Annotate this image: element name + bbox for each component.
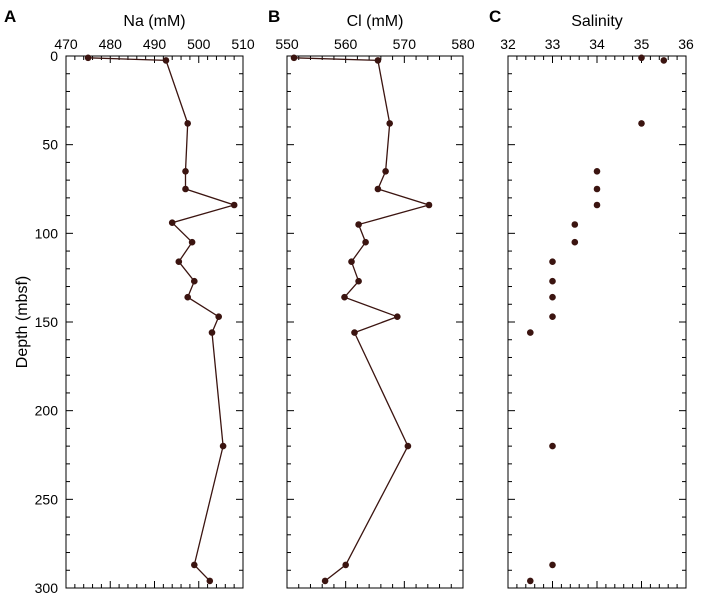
panel-a-data-point [206,577,214,585]
panel-c: C Salinity 32 33 34 35 36 [489,7,694,589]
panel-a-data-point [182,185,189,193]
panel-b-data-point [394,313,401,321]
panel-a-y-tick-label: 250 [35,491,59,507]
panel-c-data-point [549,313,556,321]
panel-b-x-tick-label: 560 [334,36,358,52]
panel-b-data-point [355,277,362,285]
panel-a-data-point [84,54,92,62]
panel-a-data-point [184,120,191,127]
panel-a-data-point [175,258,183,266]
panel-c-data-point [571,221,579,228]
panel-c-x-axis-title: Salinity [571,13,623,30]
panel-c-data-point [549,293,556,301]
panel-b-x-tick-label: 580 [451,36,475,52]
panel-a-x-tick-label: 510 [231,36,255,52]
panel-c-data-point [527,329,534,336]
panel-a-y-tick-label: 200 [35,403,59,419]
panel-c-data-point [549,561,556,569]
panel-c-data-point [593,185,601,193]
panel-a-data-point [191,277,198,285]
panel-a-data-point [188,238,196,246]
panel-c-letter: C [489,7,501,26]
panel-a-data-point [162,57,170,64]
panel-a-data-point [182,168,189,175]
panel-b-data-point [290,54,298,62]
panel-c-data-point [527,577,534,585]
panel-c-x-tick-label: 33 [545,36,561,52]
panel-a-y-tick-label: 100 [35,225,59,241]
panel-b-x-tick-label: 570 [393,36,417,52]
panel-b-data-point [351,329,358,336]
panel-c-data-point [638,54,645,62]
panel-b-data-point [374,185,382,193]
panel-b-data-point [404,442,412,450]
panel-a-x-tick-label: 490 [143,36,167,52]
panel-b-data-point [341,293,348,301]
panel-b-x-tick-label: 550 [275,36,299,52]
panel-a-y-tick-label: 150 [35,314,59,330]
panel-a-x-tick-label: 500 [187,36,211,52]
panel-a-data-point [230,201,238,209]
panel-a-x-axis-title: Na (mM) [123,13,185,30]
panel-c-data-point [593,168,601,175]
panel-b-data-point [425,201,433,209]
panel-a-y-tick-label: 300 [35,580,59,596]
panel-b-data-point [321,577,329,585]
panel-a-data-point [219,442,227,450]
panel-c-data-point [660,57,668,64]
y-axis-label: Depth (mbsf) [14,276,31,368]
panel-a-profile-line [88,57,237,582]
panel-b-x-axis-title: Cl (mM) [347,13,404,30]
panel-a-letter: A [4,7,16,26]
panel-c-frame [507,55,687,589]
panel-b-data-point [374,57,382,64]
panel-b-data-point [386,120,394,127]
panel-c-data-point [638,120,645,127]
panel-c-x-tick-label: 32 [500,36,516,52]
panel-a: A Na (mM) 470 480 490 500 510 0 50 100 150 200 250 30… [4,7,255,596]
panel-b-data-point [355,221,362,228]
panel-b: B Cl (mM) 550 560 570 580 [268,7,475,589]
panel-a-x-tick-label: 470 [54,36,78,52]
panel-a-data-point [215,313,222,321]
panel-a-data-point [168,219,176,226]
panel-a-data-point [191,561,198,569]
panel-a-y-tick-label: 50 [42,137,58,153]
panel-b-data-point [342,561,350,569]
panel-c-data-point [549,258,556,266]
panel-b-letter: B [268,7,280,26]
panel-b-profile-line [293,57,432,582]
panel-c-data-point [593,201,601,209]
panel-c-x-tick-label: 34 [589,36,605,52]
panel-a-data-point [184,293,191,301]
panel-c-data-point [549,277,556,285]
panel-a-x-tick-label: 480 [99,36,123,52]
panel-b-data-point [382,168,389,175]
panel-c-x-tick-label: 35 [634,36,650,52]
panel-a-data-point [208,329,216,336]
panel-a-y-tick-label: 0 [50,48,58,64]
panel-c-x-tick-label: 36 [678,36,694,52]
panel-b-data-point [362,238,369,246]
panel-c-data-point [571,238,579,246]
panel-b-data-point [348,258,355,266]
panel-c-data-point [549,442,556,450]
